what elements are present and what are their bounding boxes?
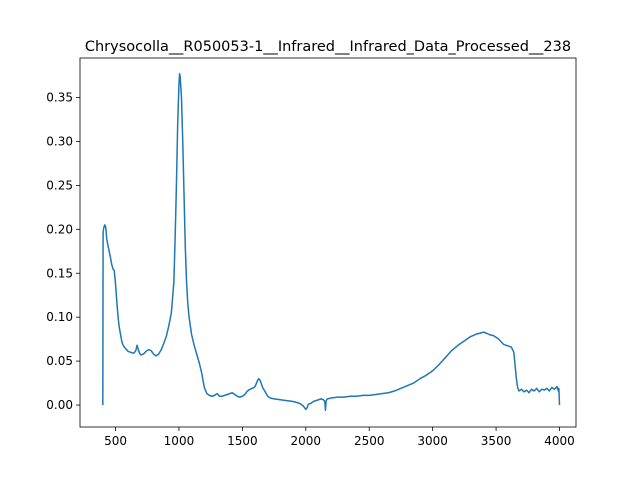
chart-title: Chrysocolla__R050053-1__Infrared__Infrar… <box>85 39 571 55</box>
axes-frame <box>79 57 577 428</box>
x-tick-label: 4000 <box>544 434 575 448</box>
y-tick-label: 0.15 <box>46 266 73 280</box>
x-axis: 500 1000 1500 2000 2500 3000 3500 4000 <box>104 427 575 448</box>
y-tick-label: 0.10 <box>46 310 73 324</box>
y-tick-label: 0.35 <box>46 91 73 105</box>
y-tick-label: 0.25 <box>46 178 73 192</box>
x-tick-label: 1000 <box>164 434 195 448</box>
y-tick-label: 0.20 <box>46 222 73 236</box>
y-axis: 0.00 0.05 0.10 0.15 0.20 0.25 0.30 0.35 <box>46 91 80 412</box>
x-tick-label: 1500 <box>227 434 258 448</box>
x-tick-label: 3500 <box>481 434 512 448</box>
x-tick-label: 2000 <box>291 434 322 448</box>
y-tick-label: 0.30 <box>46 134 73 148</box>
x-tick-label: 500 <box>104 434 127 448</box>
y-tick-label: 0.05 <box>46 354 73 368</box>
series-line <box>102 73 561 412</box>
plot-area <box>102 73 561 412</box>
y-tick-label: 0.00 <box>46 398 73 412</box>
x-tick-label: 2500 <box>354 434 385 448</box>
x-tick-label: 3000 <box>417 434 448 448</box>
